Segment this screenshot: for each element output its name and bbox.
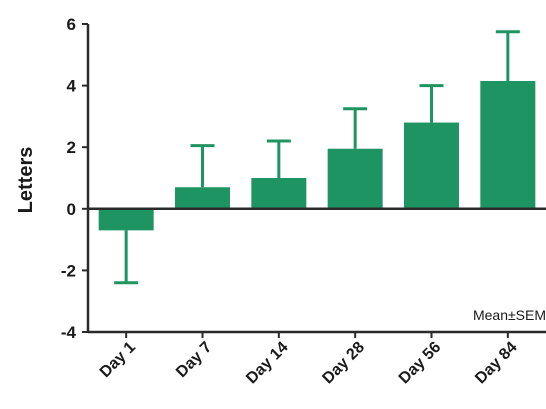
x-axis-labels: Day 1 Day 7 Day 14 Day 28 Day 56 Day 84 xyxy=(97,339,521,388)
x-tick-label: Day 28 xyxy=(319,339,368,388)
y-tick-label: 0 xyxy=(67,200,76,219)
error-bars xyxy=(114,30,520,285)
y-tick-label: 2 xyxy=(67,138,76,157)
axes xyxy=(86,24,546,338)
y-tick-label: -2 xyxy=(61,261,76,280)
y-tick-label: 6 xyxy=(67,15,76,34)
x-tick-label: Day 1 xyxy=(97,339,139,381)
x-tick-label: Day 14 xyxy=(243,339,292,388)
bar xyxy=(404,122,459,209)
bar xyxy=(175,187,230,209)
bar xyxy=(327,148,383,209)
bar xyxy=(480,80,536,209)
bars xyxy=(98,80,536,231)
y-tick-label: 4 xyxy=(67,77,77,96)
mean-sem-note: Mean±SEM xyxy=(473,307,546,323)
x-tick-label: Day 56 xyxy=(396,339,445,388)
bar xyxy=(251,178,307,209)
y-axis-ticks: 6 4 2 0 -2 -4 xyxy=(61,15,88,342)
y-axis-title: Letters xyxy=(15,147,37,214)
x-tick-label: Day 84 xyxy=(472,339,521,388)
y-tick-label: -4 xyxy=(61,323,77,342)
x-tick-label: Day 7 xyxy=(173,339,215,381)
bar xyxy=(98,208,154,231)
